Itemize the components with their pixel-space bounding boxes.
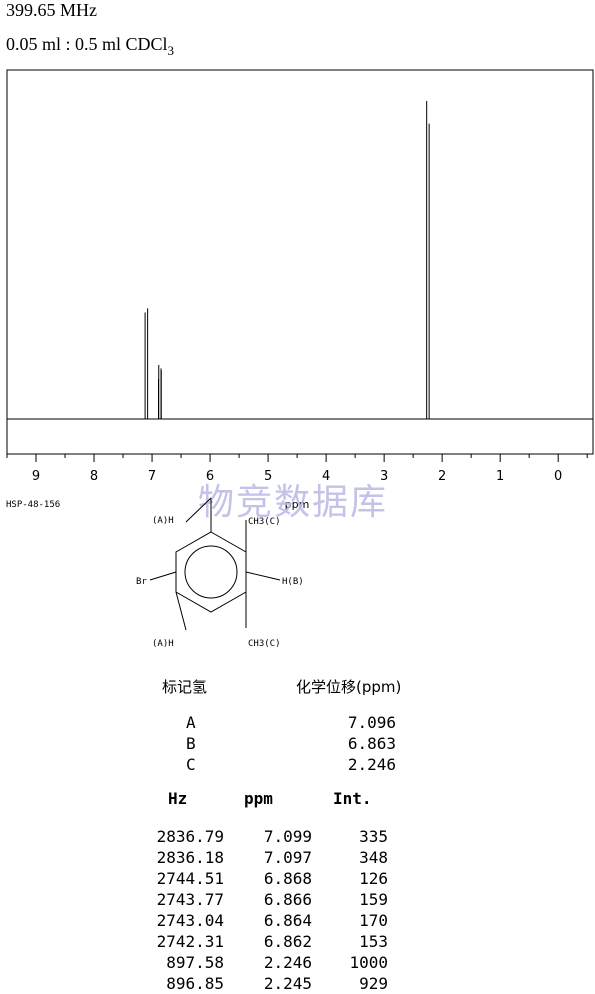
x-tick-label: 7 (148, 469, 156, 484)
x-tick-label: 8 (90, 469, 98, 484)
shift-table-header-shift: 化学位移(ppm) (296, 678, 402, 696)
x-axis-label: ppm (285, 498, 310, 511)
peak-row-ppm: 7.099 (263, 827, 312, 846)
solvent-main: 0.05 ml : 0.5 ml CDCl (6, 34, 168, 54)
peak-row-hz: 2744.51 (156, 869, 224, 888)
peak-row-int: 348 (359, 848, 388, 867)
peak-row-ppm: 2.246 (263, 953, 312, 972)
shift-row-label: B (186, 734, 196, 753)
x-tick-label: 0 (554, 469, 562, 484)
x-tick-label: 4 (322, 469, 330, 484)
label-br: Br (136, 577, 147, 587)
shift-row-value: 6.863 (347, 734, 396, 753)
solvent-label: 0.05 ml : 0.5 ml CDCl3 (6, 34, 174, 61)
peak-row-hz: 2742.31 (156, 932, 224, 951)
x-tick-label: 3 (380, 469, 388, 484)
sample-id: HSP-48-156 (6, 500, 61, 510)
peak-row-hz: 2836.79 (156, 827, 224, 846)
label-ha-bottom: (A)H (152, 639, 174, 649)
peak-row-ppm: 2.245 (263, 974, 312, 993)
peak-row-int: 929 (359, 974, 388, 993)
bond-ha-bottom (175, 591, 187, 631)
shift-row-label: A (186, 713, 196, 732)
plot-frame (6, 69, 594, 455)
bond-hb (245, 571, 281, 581)
peak-row-hz: 2743.04 (156, 911, 224, 930)
bond-br (149, 571, 177, 581)
peak-row-hz: 896.85 (166, 974, 224, 993)
peak-row-ppm: 6.868 (263, 869, 312, 888)
peak-row-int: 126 (359, 869, 388, 888)
peak-table-header-ppm: ppm (244, 789, 273, 808)
peak-row-hz: 2836.18 (156, 848, 224, 867)
solvent-subscript: 3 (167, 43, 175, 58)
peak-table-header-int: Int. (333, 789, 372, 808)
peak-group (144, 101, 430, 419)
watermark: 物竞数据库 (198, 482, 389, 523)
label-ch3-bottom: CH3(C) (248, 639, 281, 649)
nmr-spectrum: 9 8 7 6 5 4 3 2 1 0 ppm (6, 69, 594, 511)
x-tick-label: 5 (264, 469, 272, 484)
peak-row-ppm: 6.862 (263, 932, 312, 951)
benzene-ring (175, 531, 247, 613)
shift-row-value: 7.096 (347, 713, 396, 732)
peak-row-int: 153 (359, 932, 388, 951)
frequency-label: 399.65 MHz (6, 0, 97, 20)
peak-row-hz: 2743.77 (156, 890, 224, 909)
x-tick-label: 6 (206, 469, 214, 484)
shift-table-header-label: 标记氢 (162, 678, 208, 696)
peak-row-int: 170 (359, 911, 388, 930)
peak-row-ppm: 6.866 (263, 890, 312, 909)
peak-row-hz: 897.58 (166, 953, 224, 972)
peak-row-ppm: 6.864 (263, 911, 312, 930)
peak-row-ppm: 7.097 (263, 848, 312, 867)
shift-row-label: C (186, 755, 196, 774)
label-hb: H(B) (282, 577, 304, 587)
x-tick-label: 1 (496, 469, 504, 484)
peak-row-int: 1000 (349, 953, 388, 972)
shift-row-value: 2.246 (347, 755, 396, 774)
aromatic-circle (184, 545, 238, 599)
peak-row-int: 159 (359, 890, 388, 909)
peak-row-int: 335 (359, 827, 388, 846)
peak-table-header-hz: Hz (168, 789, 188, 808)
x-tick-label: 9 (32, 469, 40, 484)
x-tick-label: 2 (438, 469, 446, 484)
x-axis-ticks: 9 8 7 6 5 4 3 2 1 0 (6, 454, 588, 484)
